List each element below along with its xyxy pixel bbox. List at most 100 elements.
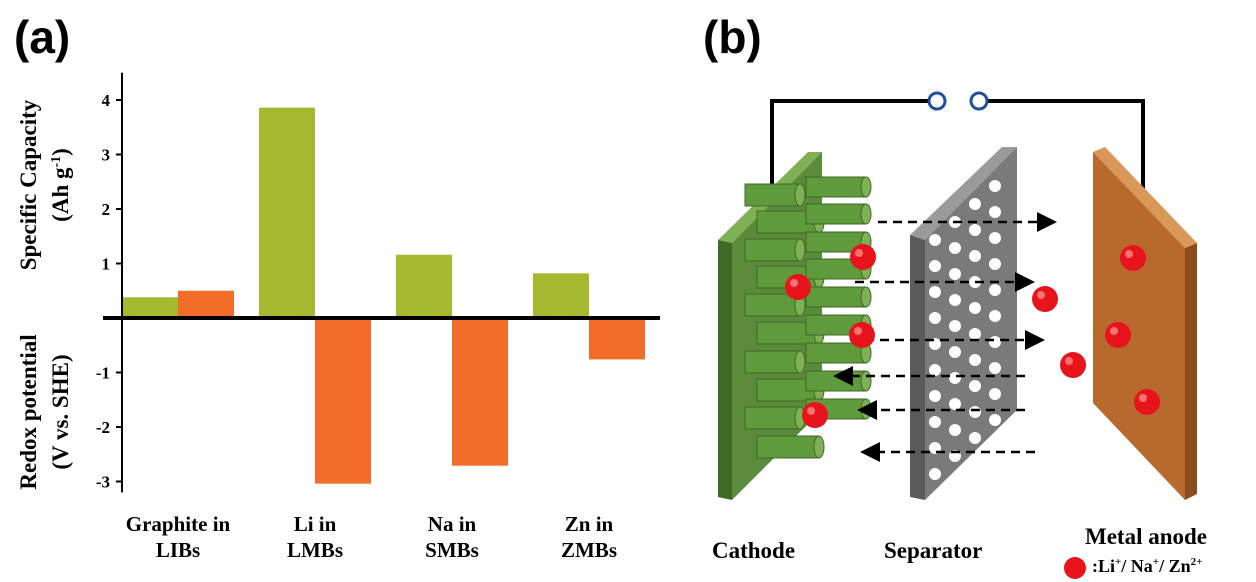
- cathode-rod-end: [813, 210, 825, 234]
- category-label: ZMBs: [561, 538, 617, 562]
- cathode-rod-end: [860, 314, 872, 336]
- separator-pore: [969, 458, 981, 470]
- metal-ions: [785, 244, 1160, 428]
- bar: [315, 318, 371, 484]
- category-label: LIBs: [156, 538, 200, 562]
- separator-pore: [929, 234, 941, 246]
- separator-pore: [989, 336, 1001, 348]
- metal-ion: [849, 322, 875, 348]
- cathode-rod: [805, 231, 867, 253]
- cathode-rod: [805, 203, 867, 225]
- separator-pore: [969, 276, 981, 288]
- y-ticks-group: 4 3 2 1 -1 -2 -3: [96, 91, 122, 492]
- ion-legend-label: :Li+/ Na+/ Zn2+: [1092, 556, 1203, 576]
- separator-pore: [969, 432, 981, 444]
- cathode-rod: [805, 176, 867, 198]
- cathode-rod: [805, 258, 867, 280]
- separator-pore: [929, 338, 941, 350]
- y-tick-label: 2: [102, 200, 111, 219]
- ion-highlight: [855, 249, 863, 257]
- cathode-rod-end: [813, 265, 825, 289]
- cathode-rod-end: [813, 378, 825, 402]
- cathode-rod: [744, 350, 801, 374]
- separator-pore: [989, 414, 1001, 426]
- y-axis-label: (V vs. SHE): [48, 354, 73, 469]
- cathode-rod: [756, 435, 820, 459]
- cathode-rod: [744, 183, 801, 207]
- y-tick-label: 3: [102, 146, 111, 165]
- cathode-rod-end: [794, 183, 806, 207]
- separator-pore: [929, 442, 941, 454]
- bar: [259, 107, 315, 318]
- separator-pore: [929, 286, 941, 298]
- cathode-rod: [805, 370, 867, 392]
- category-label: SMBs: [425, 538, 479, 562]
- metal-anode-slab: [1093, 147, 1197, 500]
- separator-pore: [929, 364, 941, 376]
- ion-highlight: [854, 327, 862, 335]
- cathode-rod: [744, 293, 801, 317]
- y-tick-label: 4: [102, 91, 111, 110]
- separator-pore: [989, 232, 1001, 244]
- separator-pores: [929, 180, 1001, 480]
- separator-pore: [929, 416, 941, 428]
- external-circuit-wire: [770, 99, 1145, 195]
- cathode-rod-end: [860, 176, 872, 198]
- separator-pore: [949, 320, 961, 332]
- panel-a-label: (a): [14, 11, 71, 63]
- metal-ion: [850, 244, 876, 270]
- ion-highlight: [1139, 394, 1147, 402]
- separator-pore: [969, 354, 981, 366]
- ion-highlight: [807, 407, 815, 415]
- bar: [452, 318, 508, 466]
- cathode-active-rods: [744, 176, 872, 459]
- separator-label: Separator: [884, 538, 983, 563]
- metal-ion: [1134, 389, 1160, 415]
- cathode-rod: [805, 342, 867, 364]
- cathode-rod: [805, 314, 867, 336]
- bar: [533, 273, 589, 318]
- cathode-rod-end: [813, 435, 825, 459]
- anode-label: Metal anode: [1085, 524, 1208, 549]
- separator-pore: [949, 398, 961, 410]
- cathode-rod-end: [794, 293, 806, 317]
- cathode-rod: [756, 265, 820, 289]
- separator-pore: [989, 284, 1001, 296]
- cathode-rod-end: [860, 398, 872, 420]
- category-label: Li in: [294, 512, 337, 536]
- cathode-slab: [718, 152, 872, 500]
- category-label: Graphite in: [126, 512, 231, 536]
- separator-pore: [949, 294, 961, 306]
- metal-ion: [1032, 286, 1058, 312]
- category-label: Na in: [428, 512, 477, 536]
- separator-pore: [929, 390, 941, 402]
- ion-highlight: [790, 279, 798, 287]
- ion-transport-arrows: [833, 212, 1057, 462]
- y-tick-label: -2: [96, 418, 110, 437]
- cathode-rod-end: [794, 350, 806, 374]
- switch-terminal-left: [927, 91, 947, 111]
- separator-pore: [989, 180, 1001, 192]
- cathode-rod-end: [860, 203, 872, 225]
- separator-pore: [969, 224, 981, 236]
- separator-pore: [969, 198, 981, 210]
- cathode-rod-end: [860, 370, 872, 392]
- separator-pore: [969, 328, 981, 340]
- separator-pore: [969, 406, 981, 418]
- separator-pore: [949, 346, 961, 358]
- separator-pore: [989, 258, 1001, 270]
- metal-ion: [1105, 322, 1131, 348]
- separator-pore: [949, 450, 961, 462]
- separator-slab: [910, 147, 1017, 500]
- bars-group: [122, 107, 645, 484]
- cathode-rod: [756, 321, 820, 345]
- separator-pore: [949, 372, 961, 384]
- bar: [589, 318, 645, 360]
- bar: [178, 290, 234, 318]
- ion-highlight: [1110, 327, 1118, 335]
- cathode-rod: [756, 210, 820, 234]
- cathode-rod-end: [860, 258, 872, 280]
- bar: [396, 254, 452, 318]
- cathode-rod-end: [794, 238, 806, 262]
